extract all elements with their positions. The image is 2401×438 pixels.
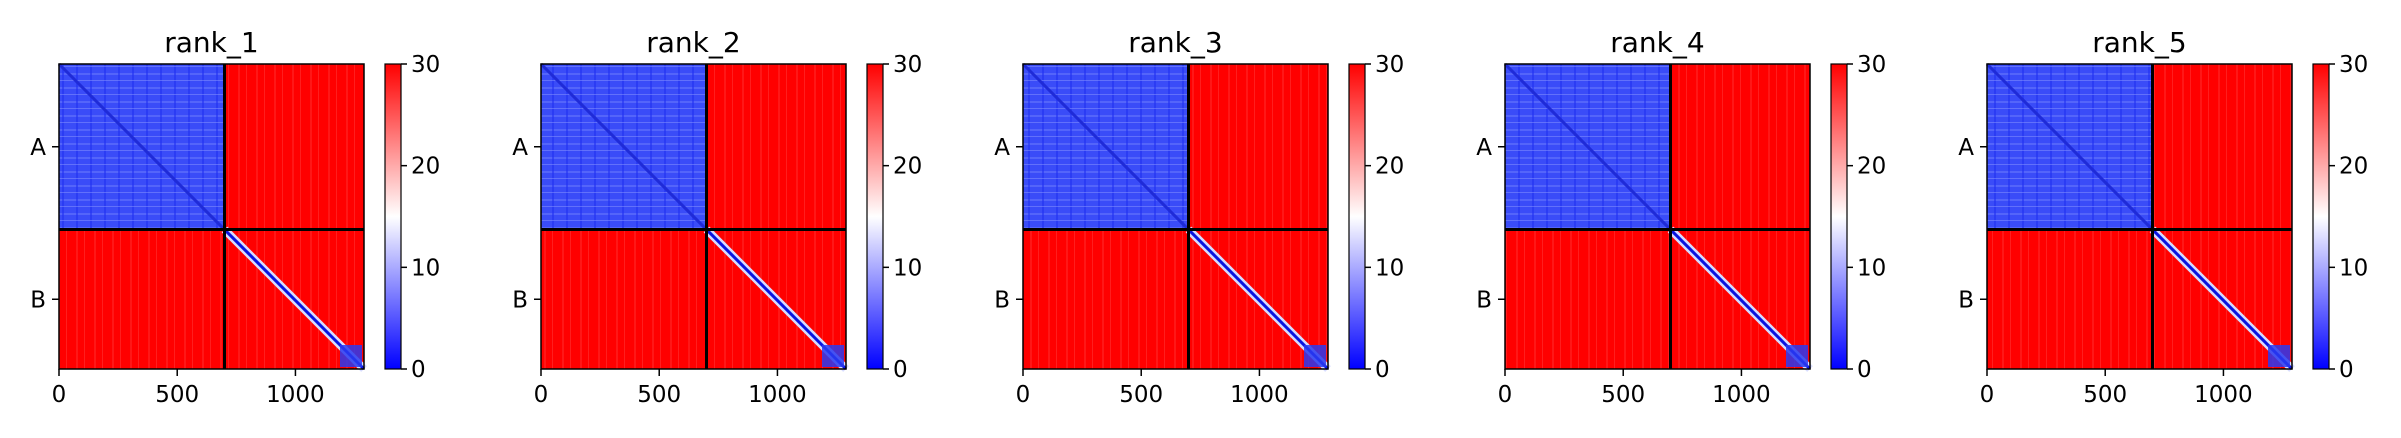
- colorbar-tick-label: 0: [2339, 357, 2354, 383]
- diagonal-A: [1985, 62, 2154, 231]
- x-tick-label: 0: [1016, 382, 1031, 408]
- colorbar: [1348, 63, 1366, 370]
- panel-rank_4: rank_4 0 500 1000 A B 0 10 20 30: [1476, 26, 1886, 408]
- colorbar-tick-label: 30: [2339, 52, 2368, 78]
- colorbar-tick-label: 20: [1857, 154, 1886, 180]
- panel-title: rank_3: [1128, 26, 1222, 59]
- x-tick-label: 1000: [2194, 382, 2253, 408]
- block-B-A: [541, 229, 707, 369]
- x-tick-label: 500: [637, 382, 681, 408]
- block-A-B: [1188, 64, 1328, 230]
- colorbar-tick-label: 30: [1375, 52, 1404, 78]
- colorbar-tick-label: 20: [1375, 154, 1404, 180]
- corner-block-B: [1304, 345, 1326, 367]
- y-chain-label: A: [1958, 135, 1974, 161]
- y-chain-label: B: [1476, 287, 1492, 313]
- colorbar-tick-label: 10: [1857, 255, 1886, 281]
- y-chain-label: B: [512, 287, 528, 313]
- block-A-B: [224, 64, 364, 230]
- y-chain-label: B: [30, 287, 46, 313]
- block-B-A: [1987, 229, 2153, 369]
- x-tick-label: 500: [155, 382, 199, 408]
- y-chain-label: A: [512, 135, 528, 161]
- x-tick-label: 0: [1498, 382, 1513, 408]
- colorbar-tick-label: 30: [411, 52, 440, 78]
- diagonal-A: [1503, 62, 1672, 231]
- corner-block-B: [340, 345, 362, 367]
- colorbar-tick-label: 0: [1375, 357, 1390, 383]
- panel-rank_1: rank_1 0 500 1000 A B 0 10 20 30: [30, 26, 440, 408]
- colorbar-tick-label: 10: [1375, 255, 1404, 281]
- colorbar-tick-label: 20: [2339, 154, 2368, 180]
- y-chain-label: B: [994, 287, 1010, 313]
- axes-frame: [1504, 63, 1811, 370]
- diagonal-A: [1021, 62, 1190, 231]
- block-B-A: [1023, 229, 1189, 369]
- corner-block-B: [822, 345, 844, 367]
- colorbar: [866, 63, 884, 370]
- x-tick-label: 0: [52, 382, 67, 408]
- block-A-B: [2152, 64, 2292, 230]
- x-tick-label: 1000: [748, 382, 807, 408]
- x-tick-label: 0: [534, 382, 549, 408]
- axes-frame: [1986, 63, 2293, 370]
- panel-title: rank_1: [164, 26, 258, 59]
- panel-title: rank_4: [1610, 26, 1704, 59]
- y-chain-label: A: [1476, 135, 1492, 161]
- panel-rank_5: rank_5 0 500 1000 A B 0 10 20 30: [1958, 26, 2368, 408]
- colorbar: [384, 63, 402, 370]
- axes-frame: [540, 63, 847, 370]
- y-chain-label: A: [994, 135, 1010, 161]
- y-chain-label: B: [1958, 287, 1974, 313]
- block-A-B: [706, 64, 846, 230]
- x-tick-label: 500: [1601, 382, 1645, 408]
- colorbar-tick-label: 10: [2339, 255, 2368, 281]
- x-tick-label: 500: [1119, 382, 1163, 408]
- colorbar-tick-label: 0: [1857, 357, 1872, 383]
- axes-frame: [58, 63, 365, 370]
- colorbar: [1830, 63, 1848, 370]
- colorbar-tick-label: 0: [411, 357, 426, 383]
- panel-rank_3: rank_3 0 500 1000 A B 0 10 20 30: [994, 26, 1404, 408]
- x-tick-label: 0: [1980, 382, 1995, 408]
- panel-title: rank_2: [646, 26, 740, 59]
- diagonal-A: [539, 62, 708, 231]
- block-A-B: [1670, 64, 1810, 230]
- colorbar: [2312, 63, 2330, 370]
- x-tick-label: 1000: [1230, 382, 1289, 408]
- y-chain-label: A: [30, 135, 46, 161]
- corner-block-B: [1786, 345, 1808, 367]
- corner-block-B: [2268, 345, 2290, 367]
- colorbar-tick-label: 10: [411, 255, 440, 281]
- colorbar-tick-label: 20: [411, 154, 440, 180]
- x-tick-label: 1000: [266, 382, 325, 408]
- colorbar-tick-label: 10: [893, 255, 922, 281]
- colorbar-tick-label: 30: [893, 52, 922, 78]
- x-tick-label: 1000: [1712, 382, 1771, 408]
- panel-rank_2: rank_2 0 500 1000 A B 0 10 20 30: [512, 26, 922, 408]
- axes-frame: [1022, 63, 1329, 370]
- block-B-A: [59, 229, 225, 369]
- panel-title: rank_5: [2092, 26, 2186, 59]
- colorbar-tick-label: 0: [893, 357, 908, 383]
- x-tick-label: 500: [2083, 382, 2127, 408]
- block-B-A: [1505, 229, 1671, 369]
- diagonal-A: [57, 62, 226, 231]
- colorbar-tick-label: 20: [893, 154, 922, 180]
- colorbar-tick-label: 30: [1857, 52, 1886, 78]
